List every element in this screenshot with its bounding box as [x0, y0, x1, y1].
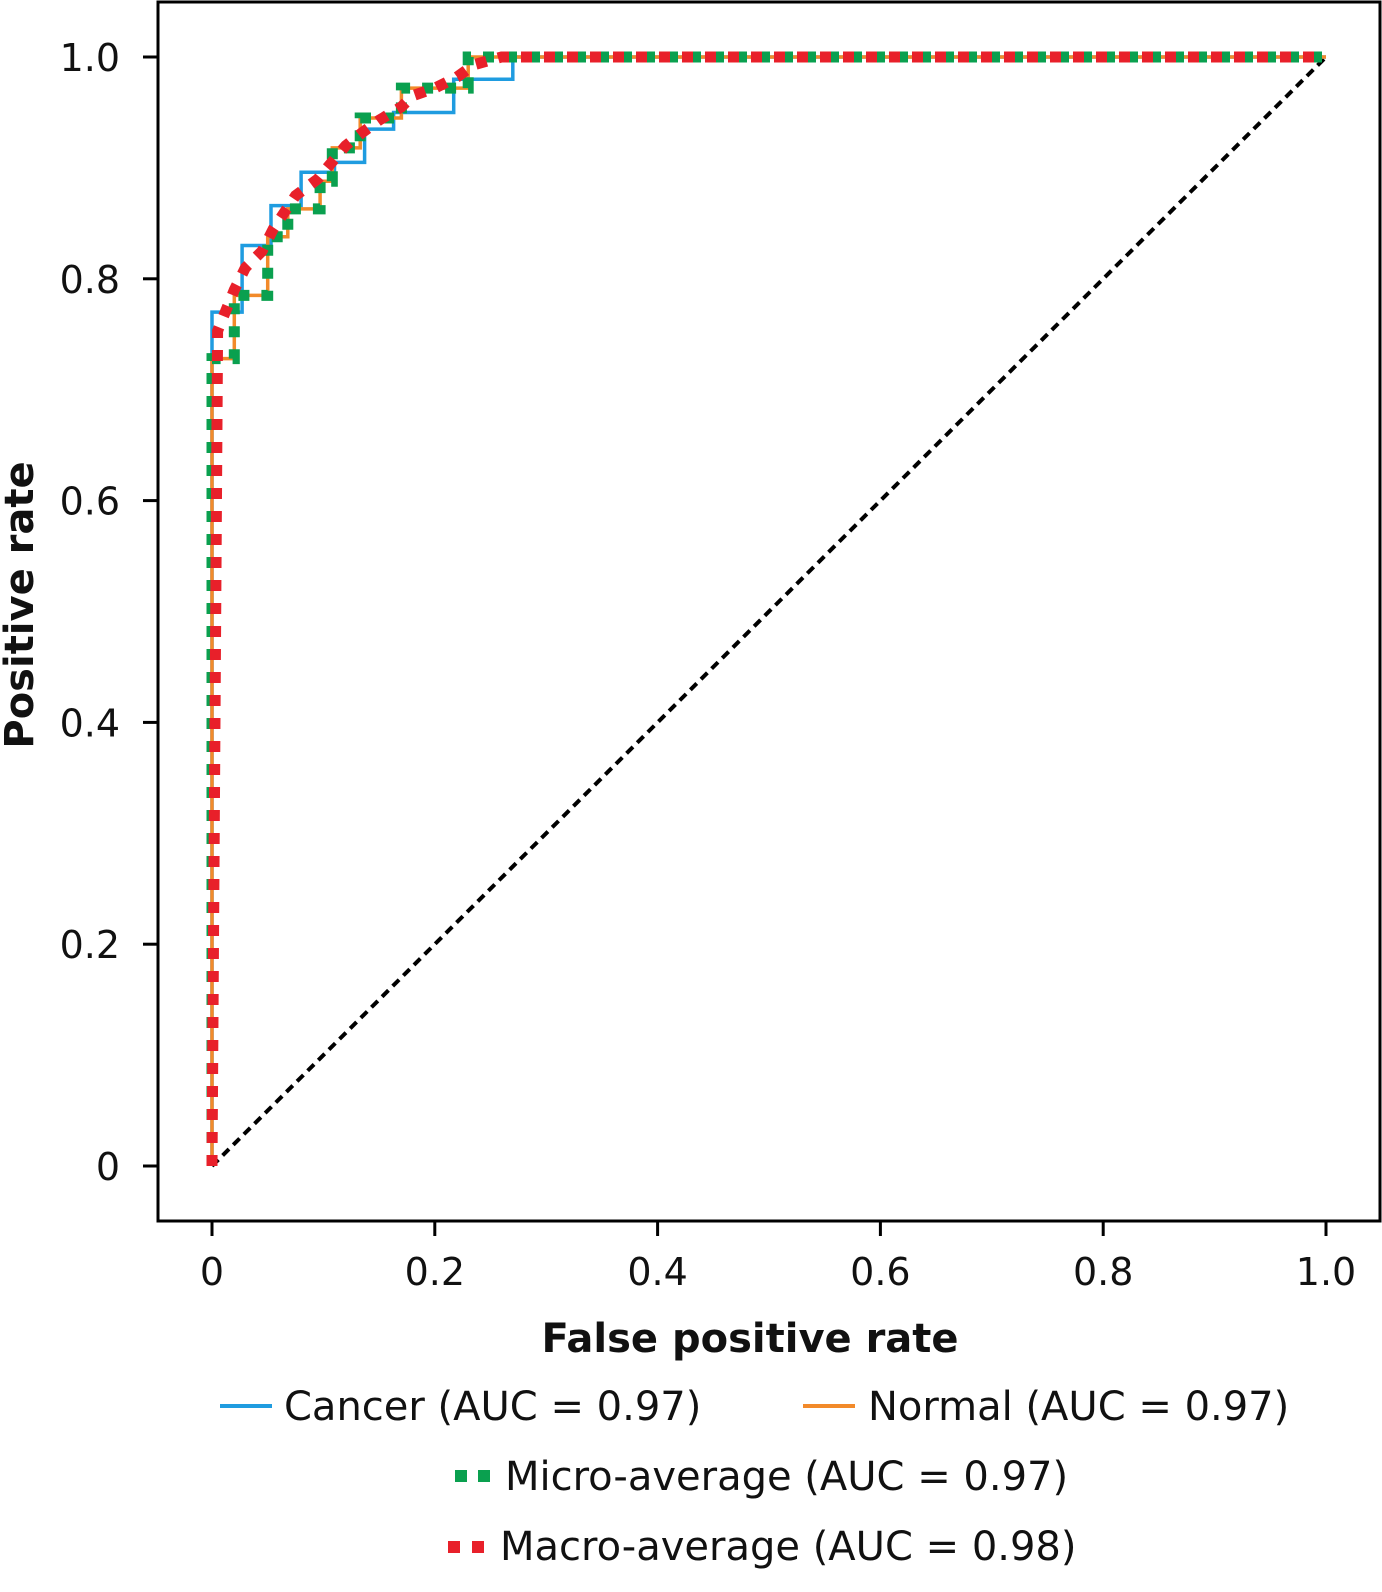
legend-label-macro: Macro-average (AUC = 0.98) [500, 1524, 1076, 1570]
legend-label-micro: Micro-average (AUC = 0.97) [505, 1454, 1068, 1500]
legend-label-normal: Normal (AUC = 0.97) [868, 1384, 1289, 1430]
x-tick-label: 0 [200, 1250, 224, 1294]
x-tick-label: 0.8 [1073, 1250, 1133, 1294]
legend: Cancer (AUC = 0.97) Normal (AUC = 0.97) … [220, 1384, 1289, 1570]
y-tick-label: 0 [96, 1145, 120, 1189]
ticks-layer: 0 0.2 0.4 0.6 0.8 1.0 0 0.2 0.4 0.6 0.8 1.0 [60, 36, 1357, 1294]
y-axis-title: Positive rate [0, 461, 43, 748]
roc-curve-micro-average [206, 51, 1326, 1166]
series-layer [206, 51, 1328, 1168]
x-tick-label: 0.6 [850, 1250, 910, 1294]
legend-label-cancer: Cancer (AUC = 0.97) [284, 1384, 701, 1430]
plot-frame [156, 0, 1382, 1223]
y-tick-label: 0.8 [60, 258, 120, 302]
legend-swatch-macro-2 [472, 1541, 484, 1553]
roc-curve-chance [210, 55, 1328, 1168]
x-tick-label: 0.2 [405, 1250, 465, 1294]
legend-swatch-macro-1 [448, 1541, 460, 1553]
y-tick-label: 0.6 [60, 480, 120, 524]
x-tick-label: 0.4 [627, 1250, 687, 1294]
legend-swatch-micro-1 [455, 1470, 467, 1482]
x-tick-label: 1.0 [1296, 1250, 1356, 1294]
legend-swatch-micro-2 [478, 1470, 490, 1482]
roc-curve-macro-average [206, 51, 1326, 1167]
y-tick-label: 0.2 [60, 923, 120, 967]
y-tick-label: 0.4 [60, 701, 120, 745]
x-axis-title: False positive rate [541, 1316, 958, 1362]
y-tick-label: 1.0 [60, 36, 120, 80]
